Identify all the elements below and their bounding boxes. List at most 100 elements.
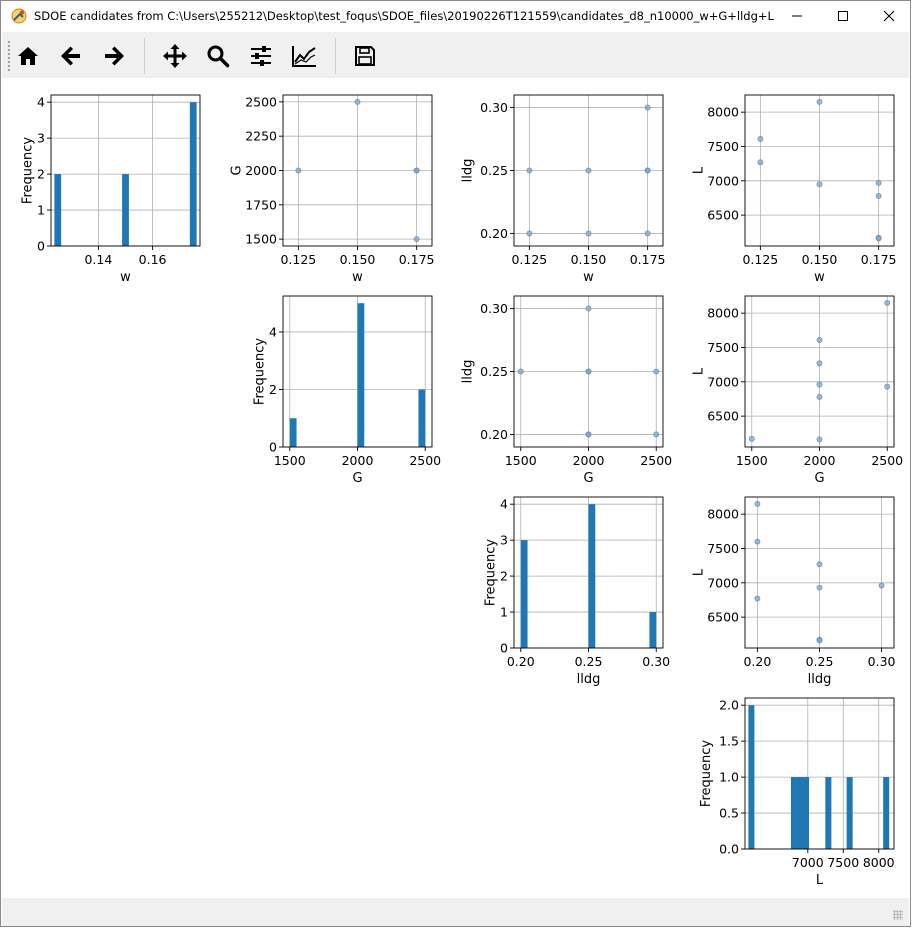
forward-button[interactable] — [98, 40, 130, 72]
histogram-bar — [883, 777, 890, 849]
histogram-bar — [796, 777, 804, 849]
minimize-button[interactable] — [774, 1, 820, 31]
back-button[interactable] — [55, 40, 87, 72]
y-tick-label: 2000 — [245, 163, 277, 178]
histogram-bar — [357, 303, 365, 447]
scatter-point — [816, 393, 823, 400]
scatter-point — [754, 595, 761, 602]
resize-grip[interactable] — [893, 910, 903, 920]
x-axis-label: G — [583, 471, 593, 486]
arrow-left-icon — [61, 46, 80, 66]
home-button[interactable] — [12, 40, 44, 72]
scatter-point — [816, 637, 823, 644]
subplot-l-vs-lldg: 0.20 0.25 0.30 6500 7000 7500 8000 lldg L — [692, 496, 896, 687]
magnifier-icon — [207, 45, 230, 68]
scatter-point — [517, 368, 524, 375]
histogram-bar — [418, 389, 426, 447]
x-tick-label: 0.25 — [806, 654, 834, 669]
line-chart-icon — [292, 46, 316, 67]
y-tick-label: 0 — [269, 440, 277, 455]
x-tick-label: 0.25 — [575, 654, 603, 669]
y-tick-label: 3 — [500, 533, 508, 548]
histogram-bar — [649, 612, 657, 648]
y-tick-label: 7500 — [707, 541, 739, 556]
x-tick-label: 0.20 — [743, 654, 771, 669]
y-tick-label: 4 — [269, 324, 277, 339]
histogram-bar — [289, 418, 297, 447]
x-axis-label: w — [120, 270, 131, 285]
scatter-point — [875, 235, 882, 242]
scatter-point — [585, 230, 592, 237]
y-tick-label: 0.20 — [480, 226, 508, 241]
toolbar-grip[interactable] — [7, 40, 11, 72]
y-tick-label: 1 — [37, 203, 45, 218]
zoom-button[interactable] — [202, 40, 234, 72]
axes-frame — [744, 697, 895, 850]
y-tick-label: 6500 — [707, 208, 739, 223]
y-tick-label: 2500 — [245, 94, 277, 109]
y-tick-label: 0.0 — [719, 842, 739, 857]
move-icon — [163, 44, 187, 68]
scatter-point — [875, 192, 882, 199]
figure-canvas[interactable]: 0.14 0.16 0 1 2 3 4 w Frequency 0.125 0.150 0.175 15… — [4, 78, 908, 898]
x-tick-label: 0.30 — [642, 654, 670, 669]
navigation-toolbar — [2, 32, 909, 78]
minimize-icon — [792, 15, 802, 17]
status-bar — [2, 898, 909, 926]
x-tick-label: 0.175 — [630, 252, 666, 267]
subplot-g-vs-w: 0.125 0.150 0.175 1500 1750 2000 2250 2500 w G — [230, 94, 435, 285]
y-tick-label: 2 — [37, 167, 45, 182]
scatter-point — [875, 179, 882, 186]
x-tick-label: 0.175 — [861, 252, 897, 267]
scatter-point — [878, 582, 885, 589]
scatter-point — [585, 167, 592, 174]
y-tick-label: 6500 — [707, 409, 739, 424]
y-axis-label: L — [692, 367, 707, 375]
arrow-right-icon — [105, 46, 124, 66]
axes-edit-button[interactable] — [288, 40, 320, 72]
y-tick-label: 7000 — [707, 575, 739, 590]
x-axis-label: w — [814, 270, 825, 285]
toolbar-separator — [144, 38, 145, 74]
scatter-point — [585, 368, 592, 375]
save-button[interactable] — [349, 40, 381, 72]
scatter-point — [585, 431, 592, 438]
pan-button[interactable] — [159, 40, 191, 72]
x-tick-label: 2500 — [409, 453, 441, 468]
y-tick-label: 3 — [37, 131, 45, 146]
y-tick-label: 1.0 — [719, 770, 739, 785]
x-tick-label: 0.150 — [802, 252, 838, 267]
x-tick-label: 1500 — [736, 453, 768, 468]
scatter-point — [754, 500, 761, 507]
scatter-point — [748, 435, 755, 442]
subplots-button[interactable] — [245, 40, 277, 72]
maximize-button[interactable] — [820, 1, 866, 31]
x-axis-label: lldg — [808, 672, 832, 687]
title-bar[interactable]: SDOE candidates from C:\Users\255212\Des… — [1, 1, 910, 31]
scatter-point — [816, 360, 823, 367]
y-tick-label: 2 — [500, 569, 508, 584]
toolbar-separator — [335, 38, 336, 74]
scatter-point — [816, 561, 823, 568]
x-axis-label: lldg — [577, 672, 601, 687]
scatter-point — [757, 159, 764, 166]
y-axis-label: lldg — [461, 159, 476, 183]
x-tick-label: 1500 — [274, 453, 306, 468]
y-tick-label: 0 — [500, 641, 508, 656]
y-tick-label: 1.5 — [719, 734, 739, 749]
y-tick-label: 0.30 — [480, 301, 508, 316]
subplot-l-vs-w: 0.125 0.150 0.175 6500 7000 7500 8000 w L — [692, 94, 897, 285]
histogram-bar — [825, 777, 832, 849]
y-tick-label: 1750 — [245, 197, 277, 212]
scatter-point — [526, 230, 533, 237]
y-tick-label: 0.5 — [719, 806, 739, 821]
y-tick-label: 1500 — [245, 232, 277, 247]
y-tick-label: 0 — [37, 239, 45, 254]
scatter-point — [816, 381, 823, 388]
close-button[interactable] — [866, 1, 912, 31]
scatter-point — [816, 584, 823, 591]
subplot-l-vs-g: 1500 2000 2500 6500 7000 7500 8000 G L — [692, 295, 903, 486]
scatter-point — [644, 167, 651, 174]
